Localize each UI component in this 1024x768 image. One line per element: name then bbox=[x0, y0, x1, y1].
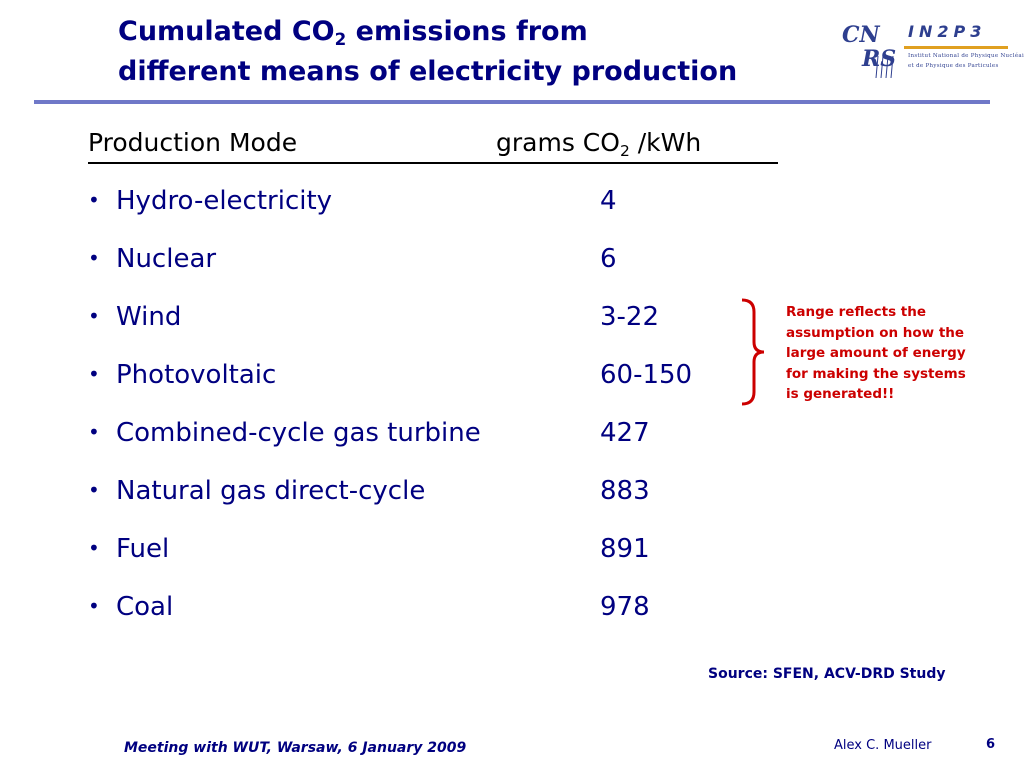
production-mode: Photovoltaic bbox=[116, 360, 277, 390]
title-line-1: Cumulated CO2 emissions from bbox=[118, 12, 737, 52]
emission-value: 6 bbox=[600, 244, 617, 274]
production-mode: Fuel bbox=[116, 534, 170, 564]
note-line: is generated!! bbox=[786, 386, 895, 403]
production-mode: Combined-cycle gas turbine bbox=[116, 418, 481, 448]
header-production-mode: Production Mode bbox=[88, 128, 298, 157]
list-item: • Wind 3-22 bbox=[88, 296, 788, 354]
note-line: assumption on how the bbox=[786, 324, 965, 341]
production-mode: Coal bbox=[116, 592, 174, 622]
logo-subtitle-line1: Institut National de Physique Nucléaire bbox=[908, 53, 1024, 59]
range-note: Range reflects the assumption on how the… bbox=[786, 302, 996, 405]
page-number: 6 bbox=[986, 737, 996, 752]
emission-value: 891 bbox=[600, 534, 650, 564]
emission-value: 427 bbox=[600, 418, 650, 448]
source-citation: Source: SFEN, ACV-DRD Study bbox=[708, 666, 946, 682]
logo-subtitle-line2: et de Physique des Particules bbox=[908, 63, 999, 69]
list-item: • Hydro-electricity 4 bbox=[88, 180, 788, 238]
list-item: • Nuclear 6 bbox=[88, 238, 788, 296]
list-item: • Fuel 891 bbox=[88, 528, 788, 586]
list-item: • Coal 978 bbox=[88, 586, 788, 644]
header-unit: grams CO2 /kWh bbox=[496, 128, 702, 160]
cnrs-logo-part2: RS bbox=[862, 46, 897, 72]
list-item: • Natural gas direct-cycle 883 bbox=[88, 470, 788, 528]
bullet: • bbox=[88, 362, 100, 386]
emission-value: 883 bbox=[600, 476, 650, 506]
list-item: • Photovoltaic 60-150 bbox=[88, 354, 788, 412]
curly-brace-icon bbox=[741, 298, 765, 406]
title-line-2: different means of electricity productio… bbox=[118, 56, 738, 87]
production-mode: Natural gas direct-cycle bbox=[116, 476, 426, 506]
title-text-post: emissions from bbox=[346, 16, 588, 47]
bullet: • bbox=[88, 304, 100, 328]
header-underline bbox=[88, 162, 778, 164]
production-mode: Wind bbox=[116, 302, 182, 332]
emission-value: 3-22 bbox=[600, 302, 660, 332]
footer-meeting: Meeting with WUT, Warsaw, 6 January 2009 bbox=[124, 740, 467, 756]
slide-title: Cumulated CO2 emissions from different m… bbox=[118, 12, 737, 92]
title-text-pre: Cumulated CO bbox=[118, 16, 335, 47]
bullet: • bbox=[88, 188, 100, 212]
header-unit-subscript: 2 bbox=[619, 142, 630, 160]
emission-value: 978 bbox=[600, 592, 650, 622]
bullet: • bbox=[88, 246, 100, 270]
production-mode: Hydro-electricity bbox=[116, 186, 333, 216]
footer-author: Alex C. Mueller bbox=[834, 738, 932, 753]
cnrs-logo-part1: CN bbox=[842, 22, 880, 48]
header-unit-post: /kWh bbox=[629, 128, 702, 157]
cnrs-logo: CN RS bbox=[840, 20, 902, 80]
title-divider bbox=[34, 100, 990, 104]
table-header: Production Mode grams CO2 /kWh bbox=[88, 128, 778, 168]
note-line: for making the systems bbox=[786, 365, 966, 382]
bullet: • bbox=[88, 536, 100, 560]
emission-value: 60-150 bbox=[600, 360, 693, 390]
bullet: • bbox=[88, 420, 100, 444]
institution-logo: CN RS IN2P3 Institut National de Physiqu… bbox=[840, 14, 1024, 84]
in2p3-logo-text: IN2P3 bbox=[908, 22, 987, 41]
title-subscript: 2 bbox=[334, 29, 347, 49]
bullet: • bbox=[88, 594, 100, 618]
list-item: • Combined-cycle gas turbine 427 bbox=[88, 412, 788, 470]
note-line: large amount of energy bbox=[786, 345, 966, 362]
bullet: • bbox=[88, 478, 100, 502]
logo-divider bbox=[904, 46, 1008, 49]
production-mode: Nuclear bbox=[116, 244, 217, 274]
emission-value: 4 bbox=[600, 186, 617, 216]
cnrs-lines-icon bbox=[875, 55, 894, 79]
header-unit-pre: grams CO bbox=[496, 128, 620, 157]
note-line: Range reflects the bbox=[786, 304, 927, 320]
